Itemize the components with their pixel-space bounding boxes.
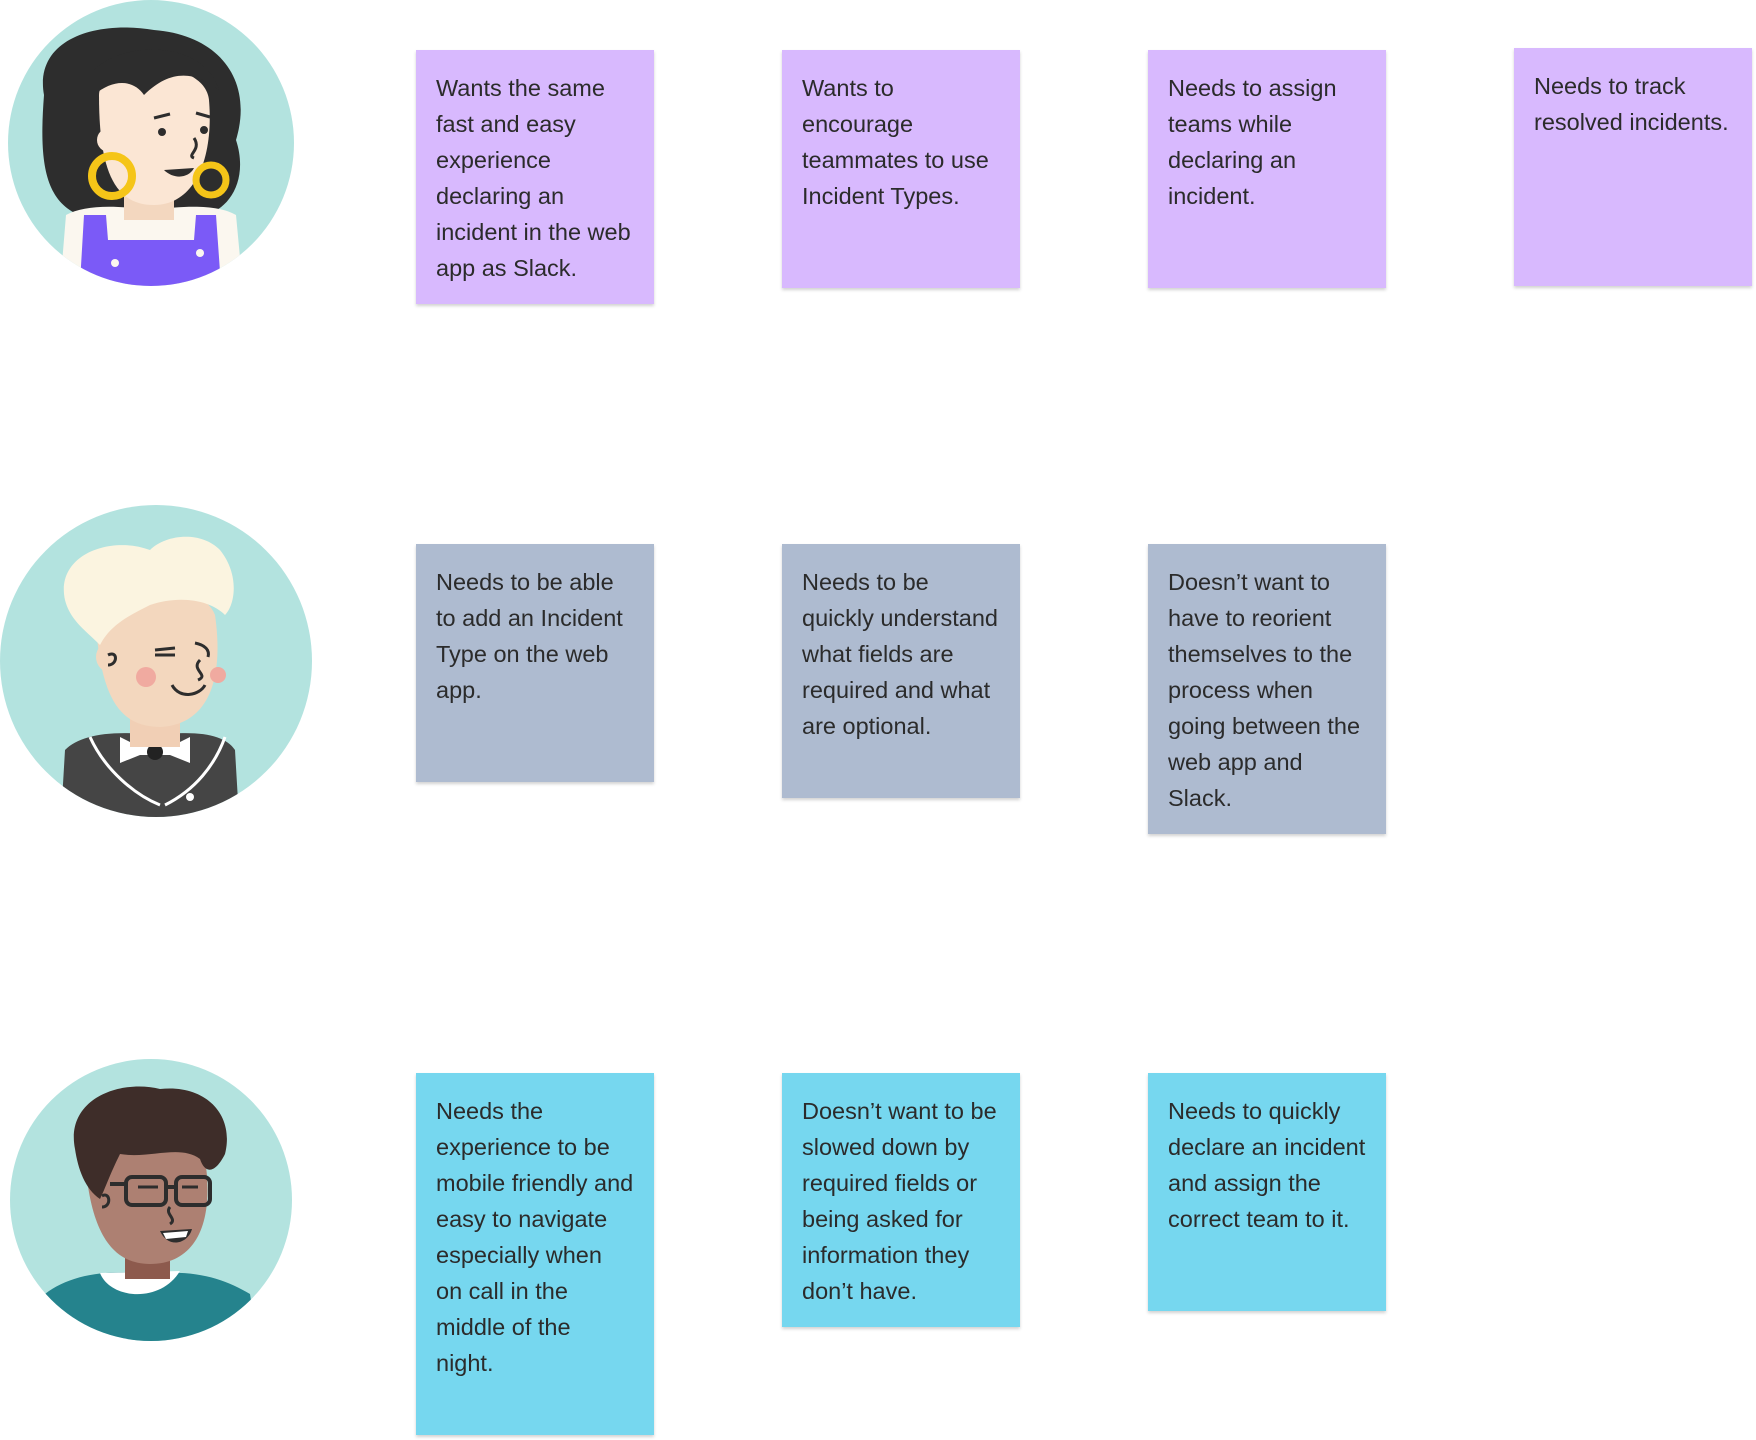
sticky-note: Doesn’t want to have to reorient themsel…	[1148, 544, 1386, 834]
sticky-note: Needs to be able to add an Incident Type…	[416, 544, 654, 782]
sticky-note: Wants the same fast and easy experience …	[416, 50, 654, 304]
sticky-note: Needs to quickly declare an incident and…	[1148, 1073, 1386, 1311]
sticky-note: Wants to encourage teammates to use Inci…	[782, 50, 1020, 288]
sticky-note: Needs to be quickly understand what fiel…	[782, 544, 1020, 798]
sticky-note: Needs to assign teams while declaring an…	[1148, 50, 1386, 288]
blond-person-with-bowtie-avatar-icon	[0, 505, 313, 818]
woman-with-hoop-earrings-avatar-icon	[4, 0, 298, 294]
sticky-note: Doesn’t want to be slowed down by requir…	[782, 1073, 1020, 1327]
person-with-glasses-avatar-icon	[10, 1059, 292, 1341]
sticky-note: Needs the experience to be mobile friend…	[416, 1073, 654, 1435]
sticky-note: Needs to track resolved incidents.	[1514, 48, 1752, 286]
